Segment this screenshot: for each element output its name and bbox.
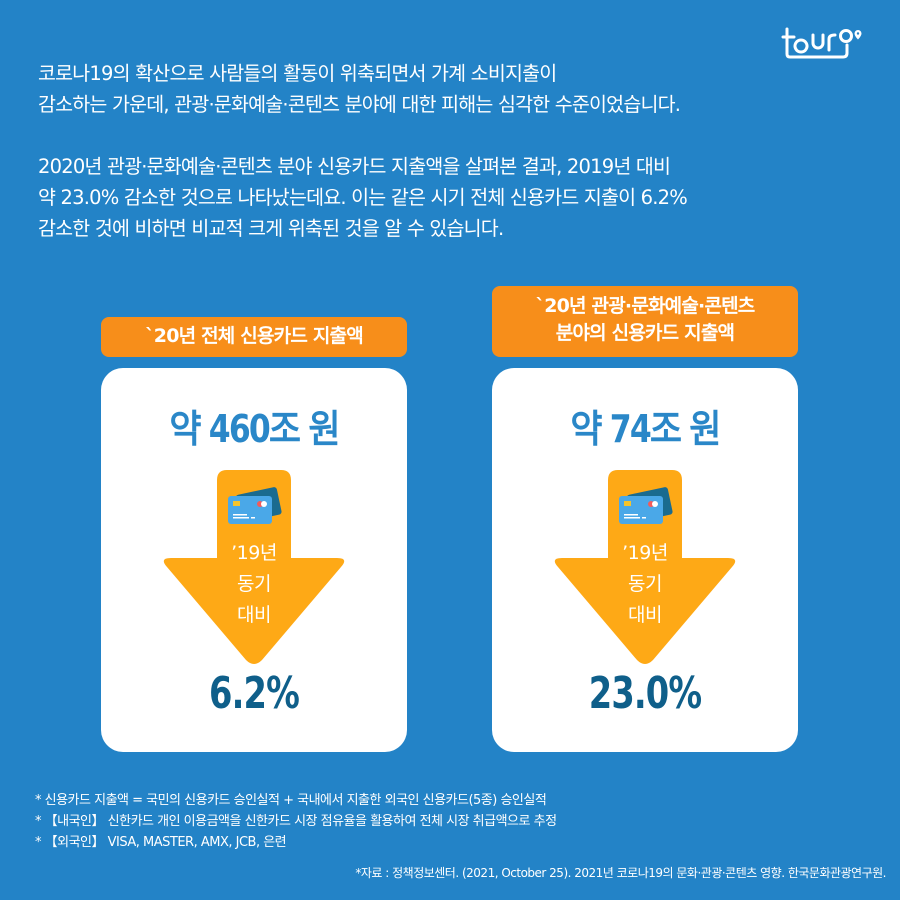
footnote: * 신용카드 지출액 = 국민의 신용카드 승인실적 + 국내에서 지출한 외국… [35, 793, 547, 808]
down-arrow-icon: ’19년 동기 대비 [550, 468, 740, 668]
arrow-label-line: 대비 [628, 604, 662, 626]
arrow-label-line: 대비 [237, 604, 271, 626]
intro-line: 코로나19의 확산으로 사람들의 활동이 위축되면서 가계 소비지출이 [38, 62, 557, 85]
badge-label: 분야의 신용카드 지출액 [555, 322, 735, 344]
arrow-label: ’19년 동기 대비 [550, 538, 740, 631]
panel-badge-total: `20년 전체 신용카드 지출액 [101, 317, 407, 357]
amount-value: 약 74조 원 [570, 407, 721, 451]
credit-card-icon [619, 487, 673, 524]
intro-line: 감소하는 가운데, 관광·문화예술·콘텐츠 분야에 대한 피해는 심각한 수준이… [38, 93, 681, 116]
arrow-label-line: ’19년 [622, 542, 668, 564]
footnotes: * 신용카드 지출액 = 국민의 신용카드 승인실적 + 국내에서 지출한 외국… [35, 790, 557, 853]
intro-line: 2020년 관광·문화예술·콘텐츠 분야 신용카드 지출액을 살펴본 결과, 2… [38, 155, 671, 178]
arrow-label-line: ’19년 [231, 542, 277, 564]
arrow-label-line: 동기 [628, 573, 662, 595]
badge-label: `20년 관광·문화예술·콘텐츠 [535, 295, 756, 317]
badge-label: `20년 전체 신용카드 지출액 [145, 325, 364, 347]
credit-card-icon [228, 487, 282, 524]
arrow-label: ’19년 동기 대비 [159, 538, 349, 631]
amount-value: 약 460조 원 [169, 407, 340, 451]
card-total-spending: 약 460조 원 ’19년 동기 대비 6.2% [101, 368, 407, 752]
intro-text: 코로나19의 확산으로 사람들의 활동이 위축되면서 가계 소비지출이 감소하는… [38, 58, 878, 244]
intro-line: 약 23.0% 감소한 것으로 나타났는데요. 이는 같은 시기 전체 신용카드… [38, 186, 688, 209]
footnote: * 【외국인】 VISA, MASTER, AMX, JCB, 은련 [35, 835, 287, 850]
down-arrow-icon: ’19년 동기 대비 [159, 468, 349, 668]
tour9-logo [781, 26, 863, 60]
arrow-label-line: 동기 [237, 573, 271, 595]
percent-decrease: 6.2% [209, 668, 300, 719]
card-tourism-spending: 약 74조 원 ’19년 동기 대비 23.0% [492, 368, 798, 752]
percent-decrease: 23.0% [588, 668, 702, 719]
source-citation: *자료 : 정책정보센터. (2021, October 25). 2021년 … [355, 866, 886, 880]
logo-icon [781, 27, 862, 59]
intro-line: 감소한 것에 비하면 비교적 크게 위축된 것을 알 수 있습니다. [38, 217, 504, 240]
footnote: * 【내국인】 신한카드 개인 이용금액을 신한카드 시장 점유율을 활용하여 … [35, 814, 557, 829]
panel-badge-tourism: `20년 관광·문화예술·콘텐츠 분야의 신용카드 지출액 [492, 286, 798, 357]
